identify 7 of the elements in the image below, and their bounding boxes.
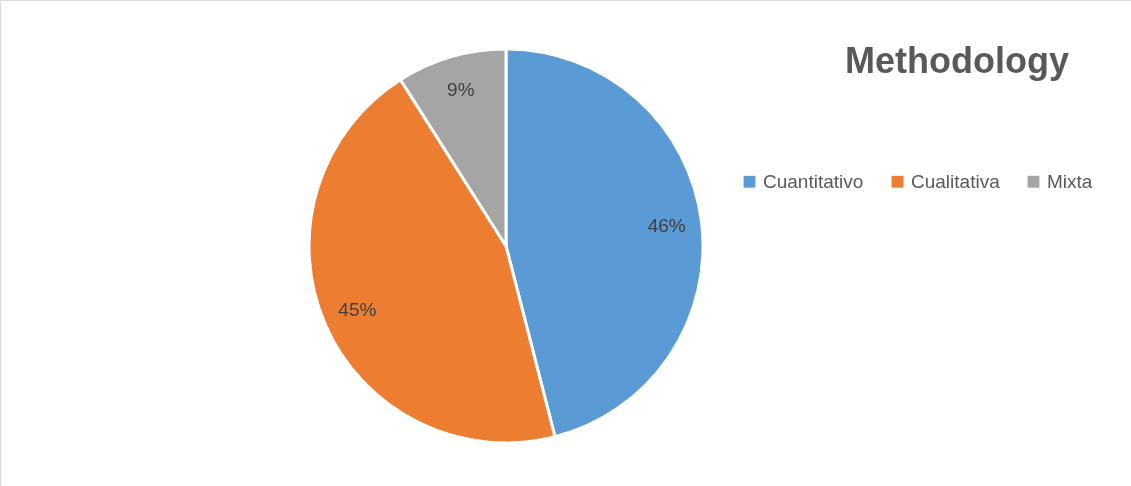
chart-title: Methodology xyxy=(845,40,1069,81)
data-label: 9% xyxy=(447,79,475,101)
data-label: 45% xyxy=(338,299,377,321)
legend-label: Cualitativa xyxy=(911,170,1001,192)
data-label: 46% xyxy=(647,214,686,236)
legend-label: Mixta xyxy=(1047,170,1093,192)
legend-label: Cuantitativo xyxy=(763,170,864,192)
